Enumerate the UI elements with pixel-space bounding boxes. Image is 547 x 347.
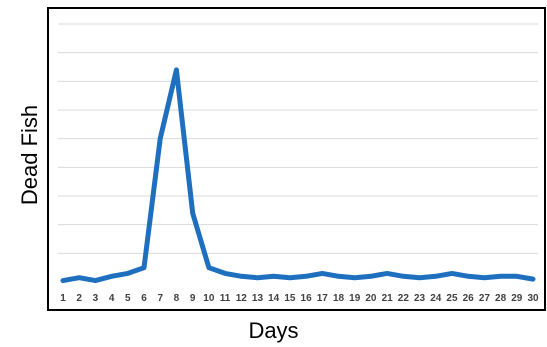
x-tick-label: 8 xyxy=(174,293,180,304)
x-tick-label: 27 xyxy=(479,293,491,304)
x-tick-label: 5 xyxy=(125,293,131,304)
grid-lines xyxy=(58,23,538,254)
x-tick-label: 1 xyxy=(60,293,66,304)
y-axis-label-wrap: Dead Fish xyxy=(0,0,60,310)
x-tick-label: 12 xyxy=(236,293,248,304)
x-tick-label: 6 xyxy=(141,293,147,304)
x-tick-label: 3 xyxy=(93,293,99,304)
x-tick-label: 20 xyxy=(365,293,377,304)
series-line-0 xyxy=(60,67,536,284)
x-tick-label: 17 xyxy=(317,293,329,304)
x-tick-label: 7 xyxy=(157,293,163,304)
x-tick-label: 28 xyxy=(495,293,507,304)
x-tick-label: 24 xyxy=(430,293,442,304)
plot-frame xyxy=(47,7,546,311)
x-tick-label: 14 xyxy=(268,293,280,304)
x-tick-label: 23 xyxy=(414,293,426,304)
x-tick-label: 25 xyxy=(446,293,458,304)
x-tick-label: 15 xyxy=(284,293,296,304)
x-tick-label: 13 xyxy=(252,293,264,304)
x-tick-label: 30 xyxy=(527,293,539,304)
x-tick-label: 9 xyxy=(190,293,196,304)
x-tick-label: 21 xyxy=(382,293,394,304)
y-axis-label: Dead Fish xyxy=(17,104,42,206)
x-tick-label: 11 xyxy=(220,293,231,304)
x-tick-label: 29 xyxy=(511,293,523,304)
x-tick-label: 22 xyxy=(398,293,410,304)
x-tick-label: 2 xyxy=(76,293,82,304)
x-tick-label: 4 xyxy=(109,293,115,304)
x-tick-label: 10 xyxy=(203,293,215,304)
x-tick-label: 26 xyxy=(463,293,475,304)
x-tick-label: 19 xyxy=(349,293,361,304)
x-tick-label: 18 xyxy=(333,293,345,304)
x-tick-labels: 1 2 3 4 5 6 7 8 9 10 11 12 13 14 15 16 17 18 19 20 21 22 23 24 2… xyxy=(60,293,539,304)
x-tick-label: 16 xyxy=(301,293,313,304)
x-axis-label: Days xyxy=(248,318,299,343)
series-lines xyxy=(60,67,536,284)
